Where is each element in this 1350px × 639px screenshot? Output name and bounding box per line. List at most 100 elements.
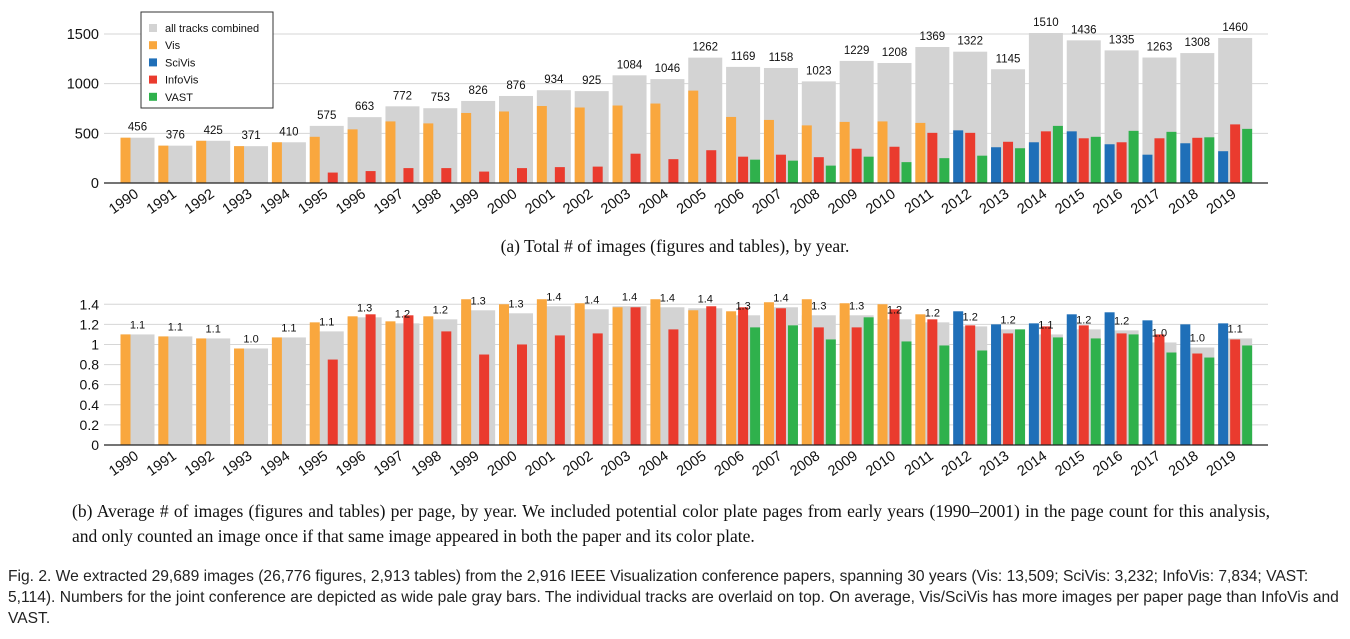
data-label-2006: 1169 (731, 51, 756, 63)
bar-infovis-2016 (1116, 333, 1127, 445)
x-tick-label-2018: 2018 (1166, 186, 1202, 218)
data-label-1996: 663 (355, 101, 374, 113)
x-tick-label-1993: 1993 (220, 186, 256, 218)
data-label-1992: 425 (204, 125, 223, 137)
bar-scivis-2015 (1066, 314, 1077, 445)
bar-scivis-2015 (1066, 131, 1077, 183)
data-label-2018: 1308 (1185, 37, 1211, 49)
bar-infovis-2009 (851, 148, 862, 183)
bar-vis-1999 (461, 112, 472, 183)
data-label-2016: 1335 (1109, 34, 1135, 46)
bar-vis-2007 (763, 119, 774, 183)
x-tick-label-2014: 2014 (1015, 186, 1051, 218)
bar-vis-2010 (877, 304, 888, 445)
bar-vast-2014 (1052, 337, 1063, 445)
bar-vast-2012 (977, 350, 988, 445)
data-label-2003: 1.4 (622, 291, 637, 303)
bar-vis-2007 (763, 302, 774, 445)
data-label-1991: 376 (166, 130, 185, 142)
data-label-2010: 1.2 (887, 304, 902, 316)
bar-vis-2005 (688, 90, 699, 183)
x-tick-label-2010: 2010 (863, 448, 899, 480)
bar-infovis-2002 (592, 333, 603, 445)
bar-infovis-1996 (365, 171, 376, 183)
x-tick-label-2006: 2006 (712, 186, 748, 218)
x-tick-label-1994: 1994 (258, 186, 294, 218)
bar-infovis-2012 (965, 325, 976, 445)
bar-infovis-1999 (479, 354, 490, 445)
x-tick-label-2012: 2012 (939, 448, 975, 480)
data-label-1996: 1.3 (357, 302, 372, 314)
x-tick-label-2002: 2002 (560, 186, 596, 218)
bar-vast-2015 (1090, 136, 1101, 183)
bar-infovis-2016 (1116, 142, 1127, 183)
bar-vis-1990 (120, 334, 131, 445)
data-label-2003: 1084 (617, 59, 643, 71)
data-label-2006: 1.3 (735, 300, 750, 312)
bar-infovis-2018 (1192, 137, 1203, 183)
x-tick-label-1999: 1999 (447, 186, 483, 218)
bar-scivis-2014 (1028, 323, 1039, 445)
bar-vis-2004 (650, 103, 661, 183)
x-tick-label-2017: 2017 (1128, 448, 1164, 480)
bar-vast-2006 (750, 327, 761, 445)
bar-vis-2002 (574, 107, 585, 183)
bar-infovis-2015 (1078, 138, 1089, 183)
bar-infovis-1997 (403, 315, 414, 445)
x-tick-label-2007: 2007 (750, 186, 786, 218)
legend-label-scivis: SciVis (165, 57, 196, 69)
bar-infovis-1995 (327, 172, 338, 183)
bar-vis-1992 (196, 338, 207, 445)
x-tick-label-2001: 2001 (523, 186, 559, 218)
legend: all tracks combined Vis SciVis InfoVis VAST (140, 11, 274, 109)
x-tick-label-2000: 2000 (485, 186, 521, 218)
bar-vis-2010 (877, 121, 888, 183)
bar-infovis-2013 (1003, 333, 1014, 445)
bar-infovis-2015 (1078, 325, 1089, 445)
data-label-1999: 826 (469, 85, 488, 97)
y-tick-label: 0.4 (80, 397, 100, 413)
bar-vis-2003 (612, 307, 623, 445)
bar-vast-2010 (901, 162, 912, 183)
bar-vast-2016 (1128, 130, 1139, 183)
x-tick-label-1995: 1995 (295, 448, 331, 480)
bar-infovis-1996 (365, 314, 376, 445)
bar-scivis-2018 (1180, 324, 1191, 445)
data-label-1994: 410 (279, 126, 298, 138)
bar-infovis-2017 (1154, 138, 1165, 183)
data-label-1997: 1.2 (395, 308, 410, 320)
bar-vis-2011 (915, 314, 926, 445)
bar-infovis-2006 (738, 156, 749, 183)
data-label-2013: 1.2 (1000, 314, 1015, 326)
data-label-2008: 1.3 (811, 300, 826, 312)
bar-infovis-2006 (738, 307, 749, 445)
data-label-2014: 1.1 (1038, 319, 1053, 331)
bar-infovis-2001 (554, 335, 565, 445)
bar-vast-2019 (1242, 128, 1253, 183)
x-tick-label-1993: 1993 (220, 448, 256, 480)
data-label-1992: 1.1 (206, 323, 221, 335)
bar-infovis-1995 (327, 359, 338, 445)
x-tick-label-2015: 2015 (1052, 186, 1088, 218)
bar-infovis-2010 (889, 309, 900, 445)
bar-vis-1999 (461, 299, 472, 445)
bar-vis-2008 (801, 125, 812, 183)
data-label-2009: 1229 (844, 45, 870, 57)
bar-vis-2000 (499, 111, 509, 183)
y-tick-label: 0 (91, 176, 99, 192)
y-tick-label: 0.2 (80, 417, 100, 433)
bar-vis-2009 (839, 303, 850, 445)
bar-vis-1997 (385, 121, 396, 183)
legend-swatch-vast (149, 92, 157, 101)
bar-vis-1996 (347, 316, 358, 445)
data-label-2002: 925 (582, 75, 601, 87)
bar-vast-2009 (863, 156, 874, 183)
chart-images-per-page: 0 0.2 0.4 0.6 0.8 1 1.2 1.4 1.1 1990 1.1 1991 1.1 199… (80, 291, 1268, 480)
x-tick-label-1992: 1992 (182, 448, 218, 480)
data-label-2004: 1046 (655, 63, 681, 75)
data-label-1990: 1.1 (130, 319, 145, 331)
bar-vis-1995 (309, 136, 320, 183)
data-label-2007: 1.4 (773, 292, 788, 304)
x-tick-label-2014: 2014 (1015, 448, 1051, 480)
legend-label-all: all tracks combined (165, 23, 259, 35)
